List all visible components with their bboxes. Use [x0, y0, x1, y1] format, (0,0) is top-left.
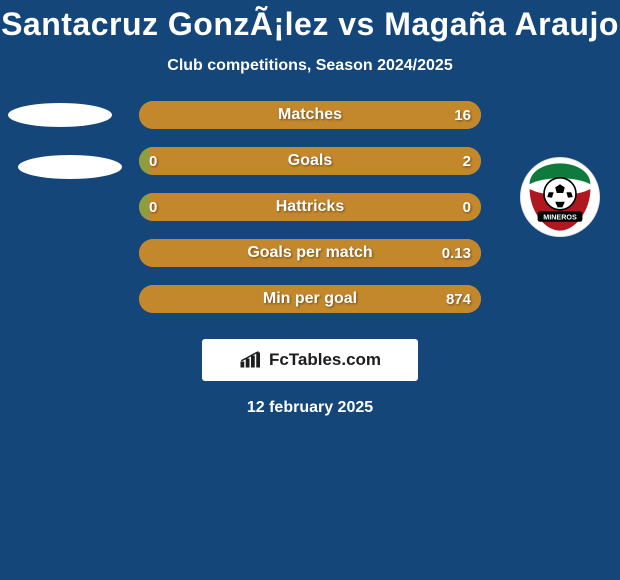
- bar-right: [149, 193, 481, 221]
- player-left-logo-1: [8, 103, 112, 127]
- bar-left: [139, 147, 149, 175]
- stat-row: Min per goal874: [139, 285, 481, 313]
- subtitle: Club competitions, Season 2024/2025: [0, 57, 620, 75]
- stat-row: Goals02: [139, 147, 481, 175]
- svg-text:MINEROS: MINEROS: [543, 212, 577, 221]
- stat-row: Hattricks00: [139, 193, 481, 221]
- comparison-card: Santacruz GonzÃ¡lez vs Magaña Araujo Clu…: [0, 0, 620, 580]
- club-badge-right: MINEROS: [520, 157, 600, 237]
- brand-label: FcTables.com: [269, 350, 381, 370]
- date-line: 12 february 2025: [0, 399, 620, 417]
- stat-row: Goals per match0.13: [139, 239, 481, 267]
- player-left-logo-2: [18, 155, 122, 179]
- bar-right: [139, 239, 481, 267]
- brand-box[interactable]: FcTables.com: [202, 339, 418, 381]
- brand-chart-icon: [239, 350, 263, 370]
- mineros-badge-icon: MINEROS: [520, 157, 600, 237]
- bar-left: [139, 193, 149, 221]
- bar-right: [149, 147, 481, 175]
- bar-right: [139, 101, 481, 129]
- stat-row: Matches16: [139, 101, 481, 129]
- stat-rows: Matches16 Goals02 Hattricks00 Goals per mat…: [139, 95, 481, 313]
- page-title: Santacruz GonzÃ¡lez vs Magaña Araujo: [0, 0, 620, 43]
- stats-area: MINEROS Matches16 Goals02 Hattricks00 Goals…: [0, 95, 620, 313]
- bar-right: [139, 285, 481, 313]
